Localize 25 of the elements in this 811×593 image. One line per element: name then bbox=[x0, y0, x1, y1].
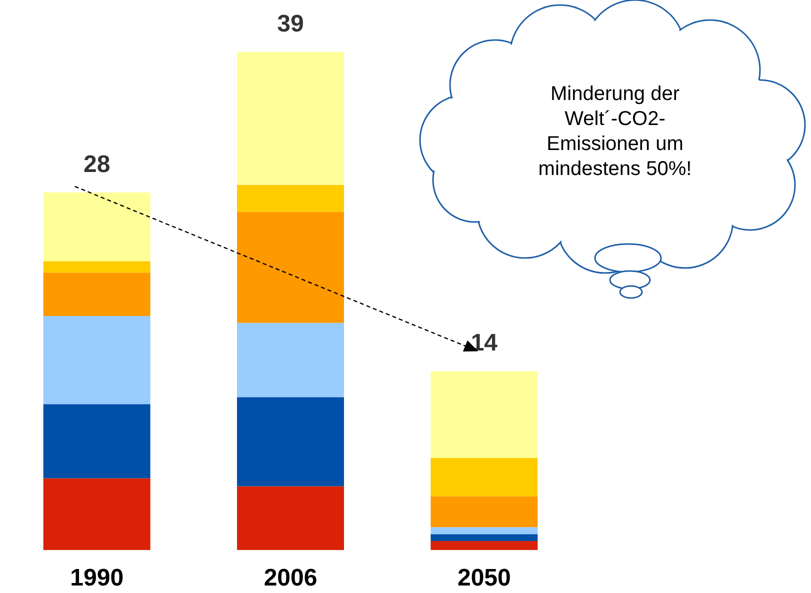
annotation: Minderung der Welt´-CO2- Emissionen um mindestens 50%! bbox=[537, 82, 693, 182]
bar bbox=[430, 541, 538, 550]
bar bbox=[237, 52, 344, 185]
bar bbox=[237, 184, 344, 212]
bar bbox=[43, 272, 150, 316]
bar bbox=[43, 192, 150, 262]
bar bbox=[237, 212, 344, 323]
bar bbox=[43, 478, 150, 550]
bar bbox=[430, 496, 538, 528]
bar bbox=[43, 261, 150, 273]
annotation: 28 bbox=[83, 150, 110, 178]
bar bbox=[237, 322, 344, 398]
x-tick-label: 2050 bbox=[457, 564, 511, 592]
bar bbox=[430, 534, 538, 542]
annotation: 14 bbox=[470, 330, 498, 357]
bar bbox=[43, 404, 150, 478]
bar bbox=[430, 527, 538, 534]
x-tick-label: 1990 bbox=[70, 564, 124, 592]
bar bbox=[237, 397, 344, 486]
annotation: 39 bbox=[277, 10, 304, 38]
bar bbox=[430, 371, 538, 458]
bar bbox=[43, 316, 150, 404]
x-tick-label: 2006 bbox=[264, 564, 318, 592]
bar bbox=[237, 486, 344, 550]
bar bbox=[430, 458, 538, 496]
